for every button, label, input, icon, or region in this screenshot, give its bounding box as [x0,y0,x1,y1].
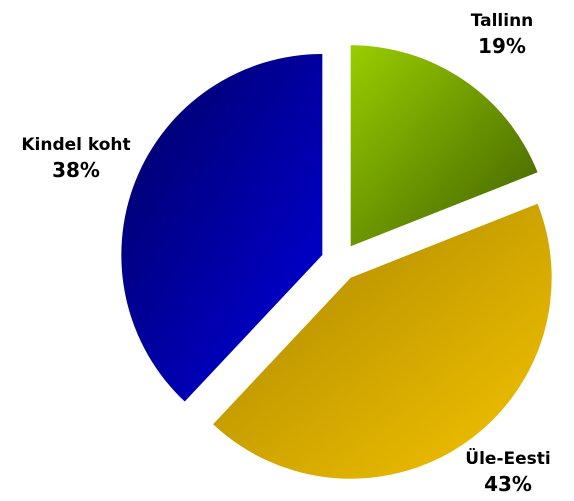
slice-value-ule-eesti: 43% [484,472,532,496]
slice-value-kindel-koht: 38% [52,158,100,182]
pie-slices [121,45,552,479]
slice-label-tallinn: Tallinn 19% [471,10,534,60]
slice-label-ule-eesti: Üle-Eesti 43% [465,448,550,498]
slice-name-tallinn: Tallinn [470,11,534,31]
slice-value-tallinn: 19% [478,34,526,58]
slice-name-kindel-koht: Kindel koht [21,135,131,155]
slice-name-ule-eesti: Üle-Eesti [465,449,551,469]
pie-slice-kindel-koht [121,54,323,402]
pie-slice-ule-eesti [213,203,552,479]
slice-label-kindel-koht: Kindel koht 38% [21,134,130,184]
pie-slice-tallinn [350,45,538,247]
